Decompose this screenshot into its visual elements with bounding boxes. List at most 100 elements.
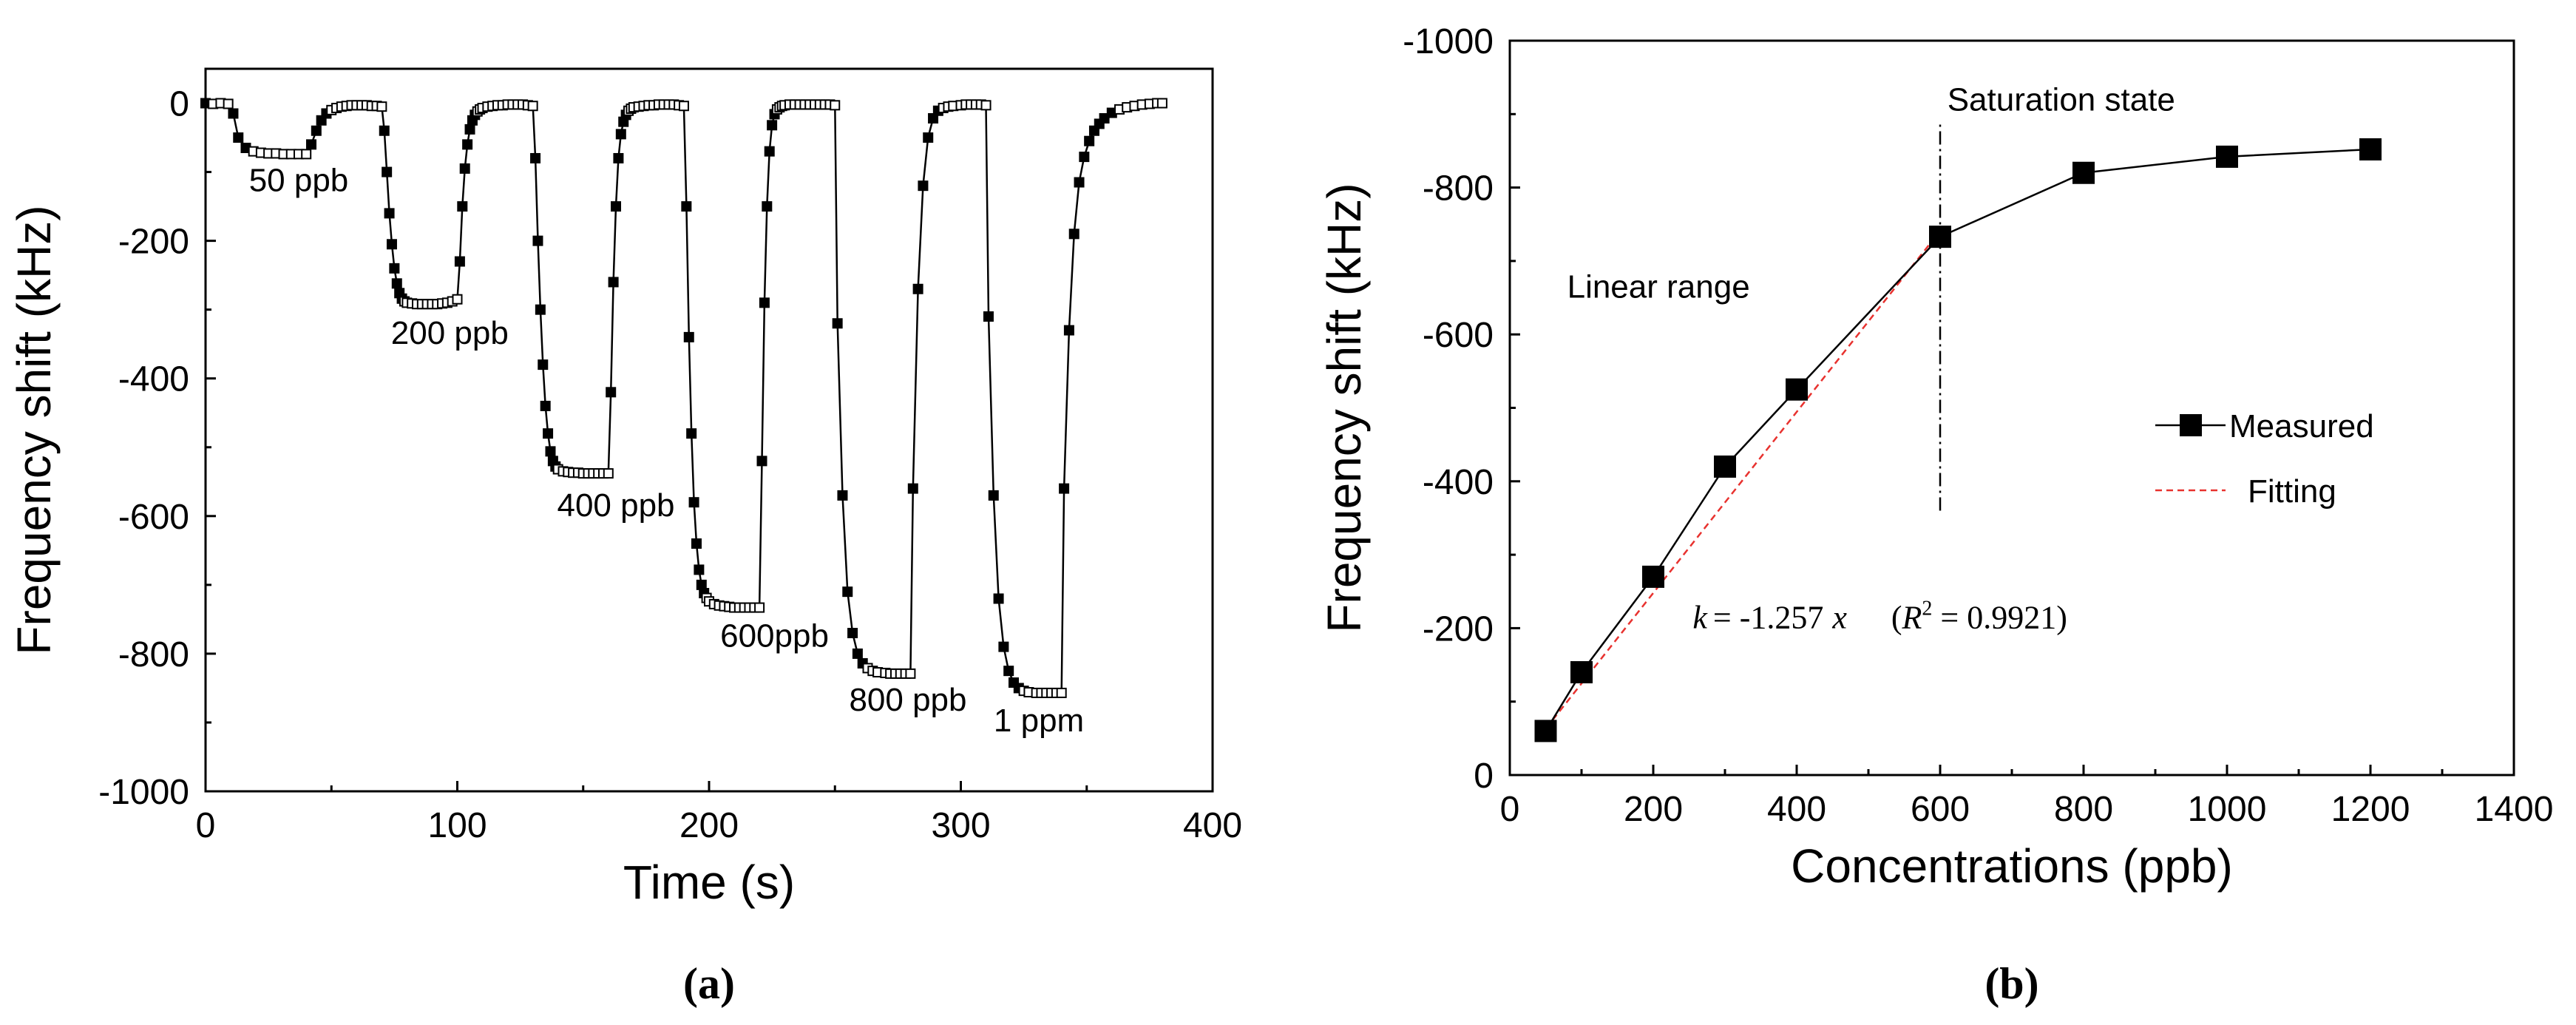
y-tick-label: -200 xyxy=(118,223,189,262)
measured-point xyxy=(2216,145,2238,168)
data-point xyxy=(301,149,312,160)
x-tick-label: 200 xyxy=(1624,790,1683,829)
data-point xyxy=(1084,135,1095,146)
data-point xyxy=(382,166,393,177)
legend-fitting-label: Fitting xyxy=(2248,473,2336,510)
fit-r-exponent: 2 xyxy=(1922,597,1932,620)
data-point xyxy=(694,564,705,575)
fit-k-symbol: k xyxy=(1692,599,1708,635)
data-point xyxy=(306,139,317,150)
annotation-label: 1 ppm xyxy=(994,703,1084,739)
measured-point xyxy=(1534,720,1557,742)
measured-point xyxy=(1929,226,1951,248)
data-point xyxy=(530,152,541,163)
data-point xyxy=(1099,112,1110,124)
data-point xyxy=(545,446,556,457)
y-tick-label: -200 xyxy=(1423,609,1494,649)
data-point xyxy=(228,108,239,119)
data-point xyxy=(615,129,626,140)
data-point xyxy=(1063,325,1074,336)
data-point xyxy=(1156,98,1167,109)
fit-r-open: ( xyxy=(1891,599,1902,635)
x-tick-label: 100 xyxy=(427,806,487,845)
data-point xyxy=(543,428,554,439)
panel-a: 0 100 200 300 400 0 -200 -400 -600 -800 -1000 Time … xyxy=(7,67,1242,1008)
data-point xyxy=(754,602,765,613)
panel-label: (b) xyxy=(1984,959,2038,1008)
data-point xyxy=(223,98,234,109)
x-tick-label: 800 xyxy=(2054,790,2113,829)
saturation-label: Saturation state xyxy=(1948,81,2175,118)
x-tick-label: 0 xyxy=(196,806,216,845)
data-point xyxy=(691,538,702,549)
y-axis-title: Frequency shift (kHz) xyxy=(7,205,61,654)
data-point xyxy=(606,387,617,398)
legend-measured-label: Measured xyxy=(2229,408,2374,444)
data-point xyxy=(1059,483,1070,494)
x-tick-label: 300 xyxy=(931,806,990,845)
data-point xyxy=(830,100,841,111)
x-tick-label: 1200 xyxy=(2331,790,2410,829)
data-point xyxy=(762,201,773,212)
data-point xyxy=(767,120,778,131)
data-point xyxy=(764,146,775,157)
data-point xyxy=(608,277,619,288)
data-point xyxy=(379,125,390,136)
data-point xyxy=(912,283,923,294)
measured-point xyxy=(1570,660,1593,683)
fitting-line xyxy=(1545,230,1941,730)
measured-point xyxy=(1714,455,1736,478)
y-tick-label: -600 xyxy=(118,498,189,537)
measured-point xyxy=(2072,161,2095,184)
panel-b: 0 200 400 600 800 1000 1200 1400 0 -200 -400 -600 -8… xyxy=(1318,22,2553,1008)
data-point xyxy=(918,180,929,192)
data-point xyxy=(998,641,1009,652)
y-tick-label: -1000 xyxy=(98,773,189,812)
data-point xyxy=(613,152,624,163)
data-point xyxy=(611,201,622,212)
series-line xyxy=(205,102,1162,694)
y-tick-label: -1000 xyxy=(1403,22,1494,61)
x-axis-title: Concentrations (ppb) xyxy=(1791,839,2233,893)
data-point xyxy=(847,627,858,638)
data-point xyxy=(988,490,999,501)
fit-slope-value: = -1.257 xyxy=(1713,599,1823,635)
y-axis-title: Frequency shift (kHz) xyxy=(1318,183,1371,632)
x-tick-label: 1400 xyxy=(2475,790,2554,829)
fit-r-symbol: R xyxy=(1902,599,1922,635)
annotation-label: 200 ppb xyxy=(391,315,509,351)
data-point xyxy=(980,100,992,111)
data-point xyxy=(527,101,538,112)
x-tick-label: 0 xyxy=(1500,790,1520,829)
x-tick-label: 200 xyxy=(679,806,739,845)
data-point xyxy=(391,278,402,289)
measured-point xyxy=(1786,378,1808,401)
annotation-label: 50 ppb xyxy=(249,163,349,199)
data-point xyxy=(688,497,699,508)
data-point xyxy=(462,139,473,150)
data-point xyxy=(686,428,697,439)
y-tick-label: -400 xyxy=(1423,463,1494,502)
x-tick-label: 1000 xyxy=(2188,790,2267,829)
data-point xyxy=(842,586,853,598)
y-tick-label: -800 xyxy=(1423,169,1494,209)
data-point xyxy=(923,132,934,143)
data-point xyxy=(535,304,546,315)
data-point xyxy=(384,208,395,219)
data-point xyxy=(852,648,863,659)
panel-label: (a) xyxy=(683,959,735,1008)
x-axis-title: Time (s) xyxy=(623,856,795,909)
data-point xyxy=(756,456,767,467)
data-point xyxy=(454,256,465,267)
fit-r-value: = 0.9921) xyxy=(1932,599,2067,635)
data-point xyxy=(464,124,475,135)
data-point xyxy=(983,311,994,322)
data-point xyxy=(1056,687,1067,698)
data-point xyxy=(1079,152,1090,163)
data-point xyxy=(993,593,1004,604)
measured-point xyxy=(2359,138,2382,160)
data-point xyxy=(1003,666,1014,677)
data-point xyxy=(905,668,916,679)
data-point xyxy=(683,331,694,342)
